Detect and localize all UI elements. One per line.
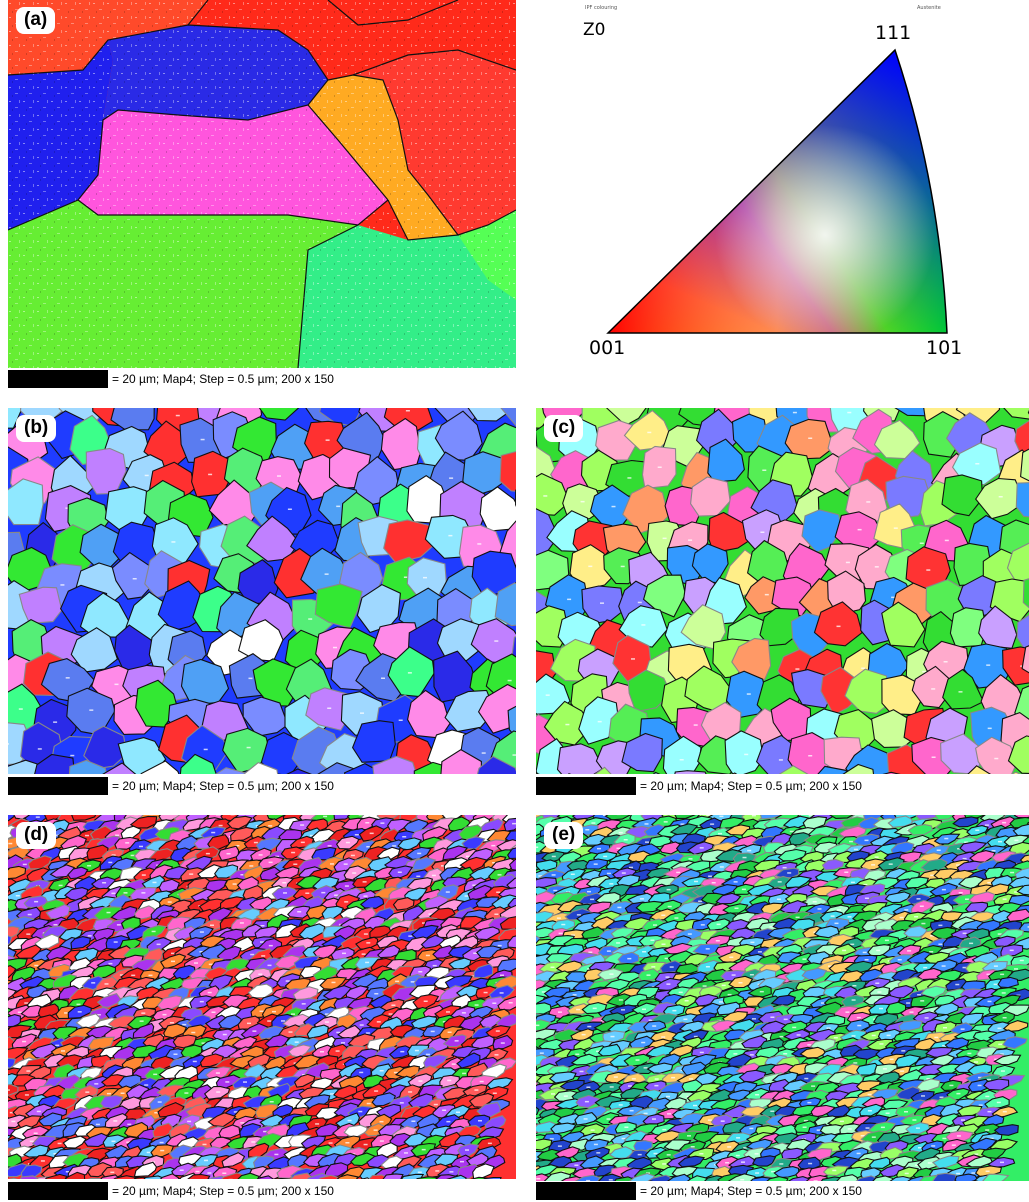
scale-bar-text: = 20 µm; Map4; Step = 0.5 µm; 200 x 150 [112, 1184, 334, 1198]
scale-bar-graphic [8, 1182, 108, 1200]
scale-bar-text: = 20 µm; Map4; Step = 0.5 µm; 200 x 150 [112, 779, 334, 793]
ipf-corner-001: 001 [589, 337, 626, 359]
scale-bar-b: = 20 µm; Map4; Step = 0.5 µm; 200 x 150 [8, 775, 334, 797]
ipf-direction-label: Z0 [583, 20, 606, 40]
panel-label: (e) [544, 822, 584, 849]
scale-bar-d: = 20 µm; Map4; Step = 0.5 µm; 200 x 150 [8, 1180, 334, 1202]
panel-label: (c) [544, 415, 584, 442]
scale-bar-c: = 20 µm; Map4; Step = 0.5 µm; 200 x 150 [536, 775, 862, 797]
ipf-corner-111: 111 [875, 22, 912, 44]
ebsd-map-e: (e) [536, 815, 1029, 1181]
ebsd-map-a-image [8, 0, 516, 368]
scale-bar-graphic [8, 777, 108, 795]
scale-bar-a: = 20 µm; Map4; Step = 0.5 µm; 200 x 150 [8, 368, 334, 390]
scale-bar-text: = 20 µm; Map4; Step = 0.5 µm; 200 x 150 [640, 1184, 862, 1198]
scale-bar-text: = 20 µm; Map4; Step = 0.5 µm; 200 x 150 [112, 372, 334, 386]
panel-label: (b) [16, 415, 57, 442]
scale-bar-graphic [8, 370, 108, 388]
ipf-triangle [606, 48, 948, 334]
scale-bar-e: = 20 µm; Map4; Step = 0.5 µm; 200 x 150 [536, 1180, 862, 1202]
panel-label: (a) [16, 7, 56, 34]
ebsd-map-c: (c) [536, 408, 1029, 774]
scale-bar-text: = 20 µm; Map4; Step = 0.5 µm; 200 x 150 [640, 779, 862, 793]
ebsd-map-b-image [8, 408, 516, 774]
ipf-tiny-left: IPF colouring [585, 5, 618, 11]
panel-label: (d) [16, 822, 57, 849]
ebsd-map-d: (d) [8, 815, 516, 1179]
scale-bar-graphic [536, 1182, 636, 1200]
ipf-tiny-right: Austenite [917, 5, 941, 11]
ipf-corner-101: 101 [926, 337, 963, 359]
ipf-color-key: IPF colouring Austenite Z0 [545, 0, 1029, 370]
ebsd-map-b: (b) [8, 408, 516, 774]
ebsd-map-a: (a) [8, 0, 516, 368]
scale-bar-graphic [536, 777, 636, 795]
ebsd-map-e-image [536, 815, 1029, 1181]
ebsd-map-c-image [536, 408, 1029, 774]
ebsd-map-d-image [8, 815, 516, 1179]
